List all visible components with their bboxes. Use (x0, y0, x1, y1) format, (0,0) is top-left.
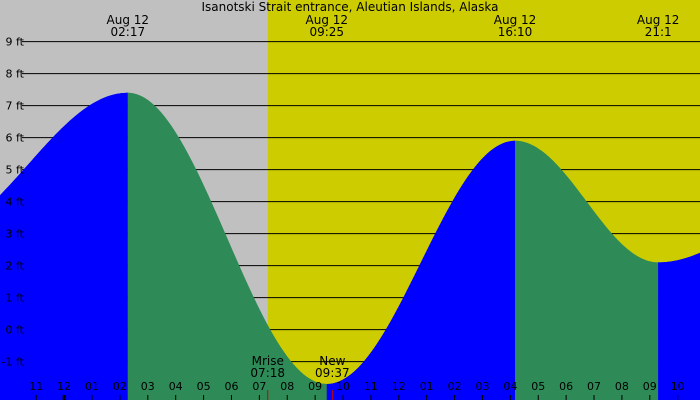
x-tick-label: 03 (141, 380, 155, 393)
tide-event-date: Aug 12 (494, 13, 537, 27)
y-tick-label: 9 ft (6, 36, 25, 49)
x-tick-label: 04 (503, 380, 517, 393)
x-tick-label: 11 (364, 380, 378, 393)
rising-tide-area-overlay (0, 92, 128, 400)
x-tick-label: 06 (224, 380, 238, 393)
moon-event-label: Mrise (252, 354, 284, 368)
x-tick-label: 04 (169, 380, 183, 393)
x-tick-label: 07 (587, 380, 601, 393)
x-tick-label: 10 (671, 380, 685, 393)
tide-event-time: 16:10 (498, 25, 533, 39)
tide-event-date: Aug 12 (637, 13, 680, 27)
x-tick-label: 06 (559, 380, 573, 393)
falling-tide-area-overlay (127, 92, 327, 400)
y-tick-label: 7 ft (6, 100, 25, 113)
y-axis-labels: 9 ft 8 ft 7 ft 6 ft 5 ft 4 ft 3 ft 2 ft 1 ft 0 ft… (2, 36, 25, 369)
y-tick-label: 1 ft (6, 292, 25, 305)
y-tick-label: 0 ft (6, 324, 25, 337)
y-tick-label: 4 ft (6, 196, 25, 209)
tide-event-time: 09:25 (309, 25, 344, 39)
rising-tide-area-overlay (326, 140, 516, 400)
x-tick-label: 01 (420, 380, 434, 393)
x-tick-label: 08 (280, 380, 294, 393)
tide-event-time: 02:17 (111, 25, 146, 39)
x-tick-label: 09 (643, 380, 657, 393)
x-tick-label: 08 (615, 380, 629, 393)
y-tick-label: -1 ft (2, 356, 25, 369)
x-tick-label: 07 (252, 380, 266, 393)
y-tick-label: 2 ft (6, 260, 25, 273)
moon-event-label: New (319, 354, 345, 368)
y-tick-label: 3 ft (6, 228, 25, 241)
rising-tide-area-overlay (658, 252, 700, 400)
tide-event-time: 21:1 (645, 25, 672, 39)
tide-event-date: Aug 12 (306, 13, 349, 27)
y-tick-label: 8 ft (6, 68, 25, 81)
x-tick-label: 05 (531, 380, 545, 393)
x-tick-label: 12 (57, 380, 71, 393)
x-tick-label: 12 (392, 380, 406, 393)
x-tick-label: 03 (475, 380, 489, 393)
chart-title: Isanotski Strait entrance, Aleutian Isla… (202, 0, 499, 14)
tide-area-overlay (0, 92, 700, 400)
x-axis-labels: 11 12 01 02 03 04 05 06 07 08 09 10 11 12 01 02 03 04 05 06… (29, 380, 685, 400)
y-tick-label: 5 ft (6, 164, 25, 177)
x-tick-label: 01 (85, 380, 99, 393)
tide-event-date: Aug 12 (107, 13, 150, 27)
moon-event-time: 09:37 (315, 366, 350, 380)
falling-tide-area-overlay (515, 140, 659, 400)
x-tick-label: 02 (113, 380, 127, 393)
moon-event-time: 07:18 (250, 366, 285, 380)
x-tick-label: 11 (29, 380, 43, 393)
x-tick-label: 02 (448, 380, 462, 393)
y-tick-label: 6 ft (6, 132, 25, 145)
x-tick-label: 09 (308, 380, 322, 393)
x-tick-label: 05 (197, 380, 211, 393)
x-tick-label: 10 (336, 380, 350, 393)
